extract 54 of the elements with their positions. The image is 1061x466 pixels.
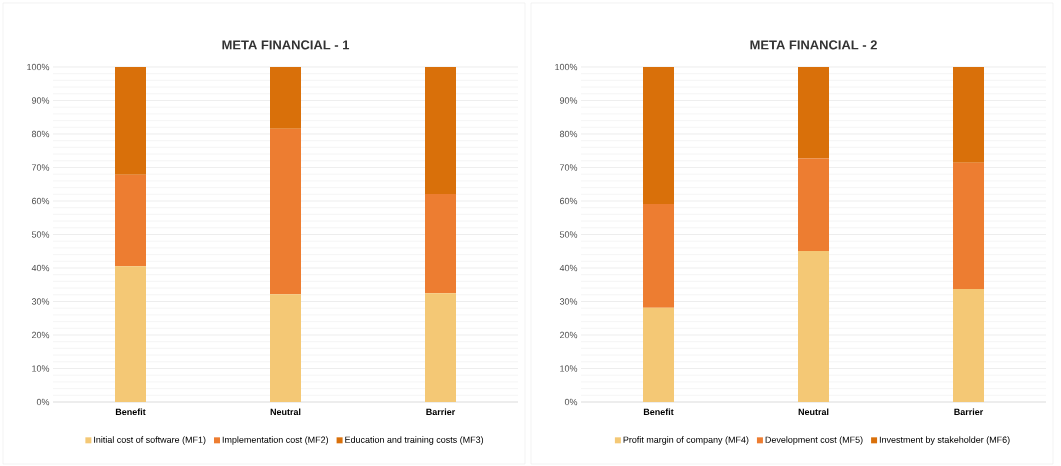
bar xyxy=(425,193,456,294)
y-tick-label: 10% xyxy=(32,365,50,372)
legend-label: Investment by stakeholder (MF6) xyxy=(879,436,1010,445)
bar xyxy=(643,204,675,308)
y-tick-label: 90% xyxy=(31,97,50,104)
x-tick-label: Benefit xyxy=(643,408,674,416)
bar xyxy=(643,307,675,402)
x-tick-label: Benefit xyxy=(115,408,146,416)
y-tick-label: 50% xyxy=(559,231,578,238)
bar xyxy=(270,128,301,295)
bar xyxy=(953,162,985,290)
y-tick-label: 70% xyxy=(31,164,50,171)
y-tick-label: 60% xyxy=(31,197,50,205)
x-tick-label: Neutral xyxy=(798,408,829,416)
y-tick-label: 10% xyxy=(560,365,578,372)
y-tick-label: 30% xyxy=(559,298,578,305)
bar xyxy=(425,67,456,194)
bar xyxy=(115,174,146,267)
y-tick-label: 40% xyxy=(559,264,578,272)
y-tick-label: 30% xyxy=(31,298,50,305)
bar xyxy=(798,67,830,159)
y-tick-label: 20% xyxy=(31,331,50,339)
y-tick-label: 0% xyxy=(564,398,578,406)
y-tick-label: 90% xyxy=(559,97,578,104)
y-tick-label: 80% xyxy=(31,130,50,138)
bar xyxy=(953,67,985,163)
x-tick-label: Barrier xyxy=(954,408,984,416)
legend-label: Development cost (MF5) xyxy=(765,436,863,445)
bar xyxy=(270,294,301,402)
y-tick-label: 50% xyxy=(31,231,50,238)
bar xyxy=(115,67,146,175)
legend-label: Profit margin of company (MF4) xyxy=(623,436,749,445)
bar xyxy=(953,289,985,402)
y-tick-label: 70% xyxy=(559,164,578,171)
x-tick-label: Barrier xyxy=(426,408,456,416)
y-tick-label: 20% xyxy=(559,331,578,339)
legend-label: Initial cost of software (MF1) xyxy=(94,436,206,445)
legend-label: Implementation cost (MF2) xyxy=(222,436,329,445)
bar xyxy=(798,158,830,251)
bar xyxy=(270,67,301,129)
bar xyxy=(798,250,830,402)
bar xyxy=(115,266,146,402)
y-tick-label: 60% xyxy=(559,197,578,205)
y-tick-label: 100% xyxy=(27,63,50,71)
y-tick-label: 40% xyxy=(31,264,50,272)
y-tick-label: 100% xyxy=(555,63,578,71)
bar xyxy=(425,293,456,402)
y-tick-label: 80% xyxy=(559,130,578,138)
chart-title: META FINANCIAL - 2 xyxy=(750,40,877,50)
x-tick-label: Neutral xyxy=(270,408,301,416)
chart-title: META FINANCIAL - 1 xyxy=(222,40,350,50)
y-tick-label: 0% xyxy=(36,398,50,406)
legend-label: Education and training costs (MF3) xyxy=(345,436,484,445)
bar xyxy=(643,67,675,205)
